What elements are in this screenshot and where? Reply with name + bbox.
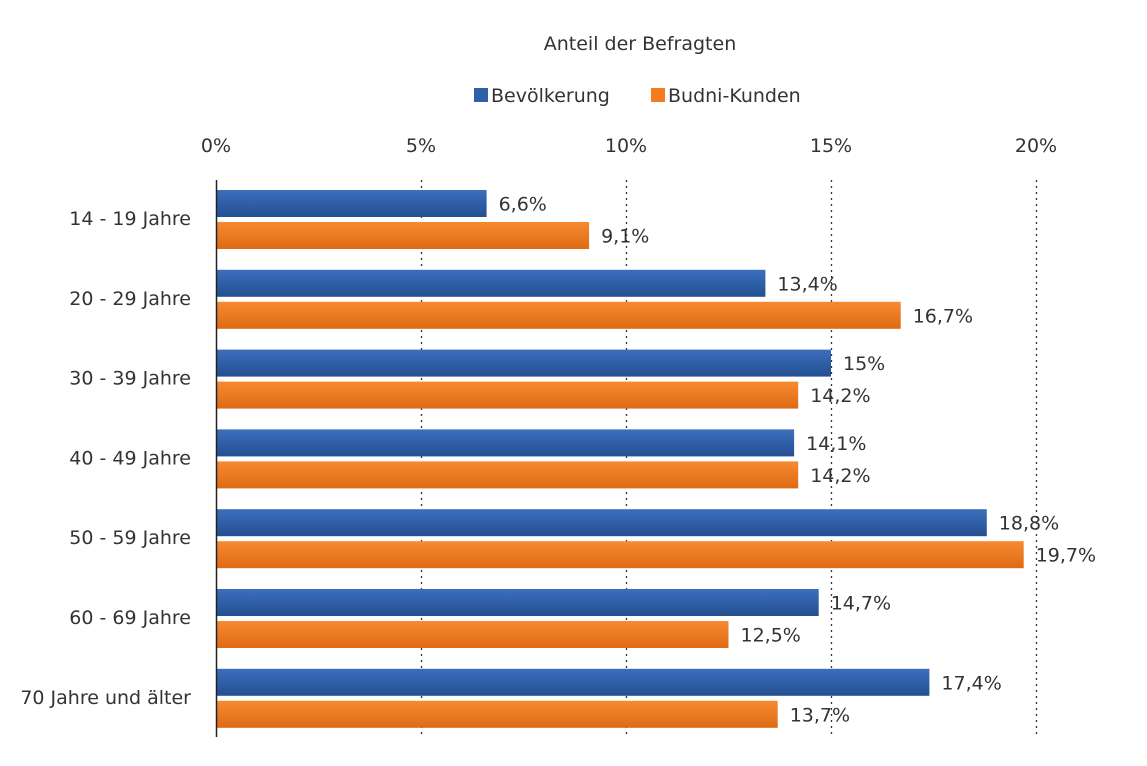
data-label-bevoelkerung-50-59-jahre: 18,8% — [999, 513, 1059, 535]
category-label-14-19-jahre: 14 - 19 Jahre — [69, 208, 191, 230]
legend-label-bevoelkerung: Bevölkerung — [491, 85, 610, 107]
x-tick-label: 10% — [605, 135, 647, 157]
bar-budni-kunden-50-59-jahre — [217, 541, 1024, 569]
bar-budni-kunden-30-39-jahre — [217, 381, 799, 409]
data-label-bevoelkerung-70-jahre-und-aelter: 17,4% — [941, 672, 1001, 694]
data-labels: 6,6% 9,1% 13,4% 16,7% 15% 14,2% 14,1% 14,2% 18,8… — [499, 194, 1096, 727]
x-axis-ticks: 0% 5% 10% 15% 20% — [201, 135, 1057, 157]
gridlines — [420, 180, 1038, 737]
data-label-budni-kunden-20-29-jahre: 16,7% — [913, 305, 973, 327]
x-tick-label: 15% — [810, 135, 852, 157]
data-label-budni-kunden-50-59-jahre: 19,7% — [1036, 545, 1096, 567]
bar-bevoelkerung-40-49-jahre — [217, 429, 795, 457]
legend-label-budni-kunden: Budni-Kunden — [668, 85, 801, 107]
data-label-bevoelkerung-60-69-jahre: 14,7% — [831, 593, 891, 615]
data-label-budni-kunden-70-jahre-und-aelter: 13,7% — [790, 704, 850, 726]
legend-swatch-bevoelkerung — [474, 88, 488, 102]
category-label-20-29-jahre: 20 - 29 Jahre — [69, 288, 191, 310]
data-label-bevoelkerung-30-39-jahre: 15% — [843, 353, 885, 375]
bar-bevoelkerung-60-69-jahre — [217, 589, 819, 616]
bar-bevoelkerung-20-29-jahre — [217, 269, 766, 297]
category-label-60-69-jahre: 60 - 69 Jahre — [69, 607, 191, 629]
bar-budni-kunden-70-jahre-und-aelter — [217, 700, 778, 728]
bar-bevoelkerung-50-59-jahre — [217, 509, 987, 537]
bars — [217, 190, 1024, 728]
bar-budni-kunden-40-49-jahre — [217, 461, 799, 489]
bar-budni-kunden-20-29-jahre — [217, 301, 901, 329]
data-label-budni-kunden-30-39-jahre: 14,2% — [810, 385, 870, 407]
category-label-70-jahre-und-aelter: 70 Jahre und älter — [20, 687, 191, 709]
category-label-30-39-jahre: 30 - 39 Jahre — [69, 368, 191, 390]
data-label-budni-kunden-60-69-jahre: 12,5% — [741, 625, 801, 647]
data-label-bevoelkerung-20-29-jahre: 13,4% — [777, 273, 837, 295]
category-labels: 14 - 19 Jahre 20 - 29 Jahre 30 - 39 Jahre 4… — [20, 208, 191, 709]
category-label-50-59-jahre: 50 - 59 Jahre — [69, 527, 191, 549]
chart-title: Anteil der Befragten — [544, 33, 737, 55]
bar-bevoelkerung-14-19-jahre — [217, 190, 487, 217]
bar-bevoelkerung-70-jahre-und-aelter — [217, 668, 930, 696]
category-label-40-49-jahre: 40 - 49 Jahre — [69, 447, 191, 469]
x-tick-label: 20% — [1015, 135, 1057, 157]
bar-budni-kunden-14-19-jahre — [217, 222, 590, 249]
data-label-budni-kunden-40-49-jahre: 14,2% — [810, 465, 870, 487]
data-label-bevoelkerung-14-19-jahre: 6,6% — [499, 194, 547, 216]
x-tick-label: 0% — [201, 135, 231, 157]
legend: Bevölkerung Budni-Kunden — [474, 85, 801, 107]
x-tick-label: 5% — [406, 135, 436, 157]
bar-budni-kunden-60-69-jahre — [217, 621, 729, 648]
data-label-bevoelkerung-40-49-jahre: 14,1% — [806, 433, 866, 455]
data-label-budni-kunden-14-19-jahre: 9,1% — [601, 226, 649, 248]
legend-swatch-budni-kunden — [651, 88, 665, 102]
bar-bevoelkerung-30-39-jahre — [217, 349, 831, 377]
